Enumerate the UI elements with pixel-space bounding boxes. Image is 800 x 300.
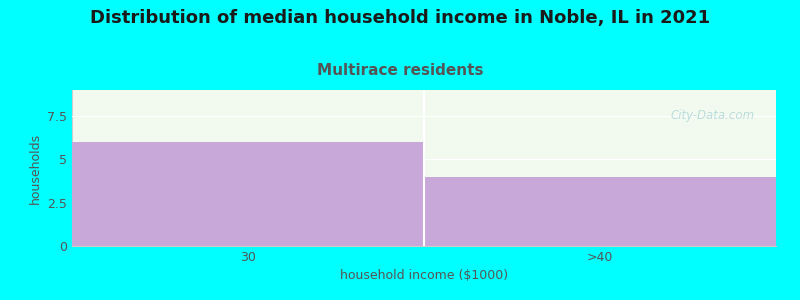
Bar: [72, 142, 424, 246]
X-axis label: household income ($1000): household income ($1000): [340, 269, 508, 282]
Text: Distribution of median household income in Noble, IL in 2021: Distribution of median household income …: [90, 9, 710, 27]
Bar: [424, 177, 776, 246]
Text: City-Data.com: City-Data.com: [670, 109, 755, 122]
Text: Multirace residents: Multirace residents: [317, 63, 483, 78]
Y-axis label: households: households: [29, 132, 42, 204]
